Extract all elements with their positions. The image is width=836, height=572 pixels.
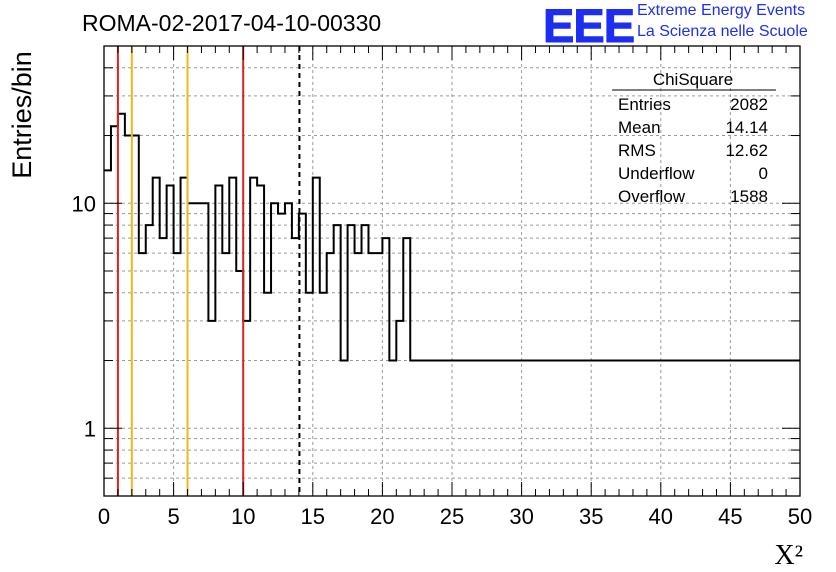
histogram-bin	[285, 203, 292, 496]
histogram-bin	[271, 203, 278, 496]
stats-label-rms: RMS	[618, 141, 656, 160]
x-tick-label: 20	[370, 504, 394, 529]
x-tick-label: 50	[788, 504, 812, 529]
x-tick-label: 5	[167, 504, 179, 529]
histogram-bin	[174, 253, 181, 496]
y-tick-label: 1	[84, 416, 96, 441]
stats-label-underflow: Underflow	[618, 164, 695, 183]
x-tick-label: 30	[509, 504, 533, 529]
histogram-bin	[306, 293, 313, 496]
histogram-bin	[278, 214, 285, 496]
eee-logo: EEE	[542, 0, 635, 53]
histogram-bin	[292, 238, 299, 496]
stats-value-mean: 14.14	[725, 118, 768, 137]
histogram-bin	[201, 203, 208, 496]
stats-label-entries: Entries	[618, 95, 671, 114]
histogram-bin	[222, 253, 229, 496]
histogram-bin	[368, 253, 375, 496]
histogram-outline	[104, 112, 800, 362]
chart-title: ROMA-02-2017-04-10-00330	[82, 10, 382, 36]
histogram-bin	[111, 126, 118, 496]
logo-subtitle-line1: Extreme Energy Events	[637, 2, 806, 19]
stats-box-title: ChiSquare	[653, 70, 733, 89]
histogram-bin	[215, 185, 222, 496]
y-axis-label: Entries/bin	[7, 51, 37, 179]
x-tick-label: 35	[579, 504, 603, 529]
histogram-bin	[375, 253, 382, 496]
y-tick-label: 10	[72, 191, 96, 216]
logo-subtitle-line2: La Scienza nelle Scuole	[637, 23, 808, 40]
histogram-bin	[236, 271, 243, 496]
histogram-bin	[104, 170, 111, 496]
x-tick-label: 25	[440, 504, 464, 529]
histogram-bin	[208, 321, 215, 496]
histogram-layer	[104, 112, 800, 496]
x-axis-label: X²	[774, 540, 803, 571]
stats-value-rms: 12.62	[725, 141, 768, 160]
stats-box: ChiSquare Entries 2082 Mean 14.14 RMS 12…	[612, 70, 776, 206]
tick-layer: 0 5 10 15 20 25 30 35 40 45 50 1 10	[72, 45, 812, 529]
histogram-bin	[243, 321, 250, 496]
stats-value-overflow: 1588	[730, 187, 768, 206]
x-tick-label: 0	[98, 504, 110, 529]
histogram-bin	[167, 185, 174, 496]
histogram-bin	[132, 136, 139, 496]
x-tick-label: 45	[718, 504, 742, 529]
histogram-bin	[139, 253, 146, 496]
x-tick-label: 40	[649, 504, 673, 529]
histogram-bin	[355, 253, 362, 496]
histogram-bin	[125, 136, 132, 496]
histogram-bin	[160, 238, 167, 496]
histogram-bin	[396, 321, 403, 496]
reference-lines-layer	[116, 46, 301, 496]
histogram-bin	[194, 203, 201, 496]
histogram-bin	[264, 293, 271, 496]
stats-label-overflow: Overflow	[618, 187, 686, 206]
x-tick-label: 10	[231, 504, 255, 529]
histogram-bin	[327, 253, 334, 496]
stats-value-underflow: 0	[759, 164, 768, 183]
stats-value-entries: 2082	[730, 95, 768, 114]
histogram-bin	[320, 293, 327, 496]
histogram-bin	[188, 203, 195, 496]
x-tick-label: 15	[301, 504, 325, 529]
histogram-bin	[382, 238, 389, 496]
histogram-bin	[257, 185, 264, 496]
histogram-bin	[403, 238, 410, 496]
stats-label-mean: Mean	[618, 118, 661, 137]
